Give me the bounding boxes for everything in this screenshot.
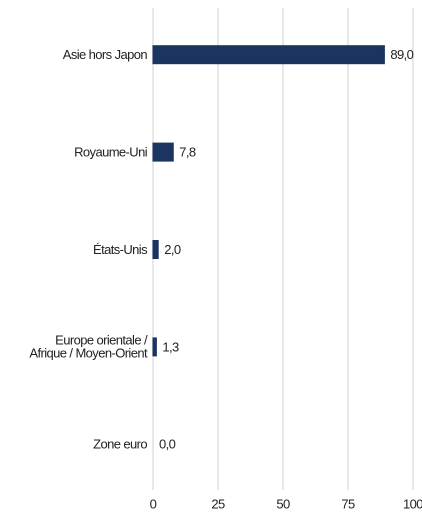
y-tick-label: Europe orientale / Afrique / Moyen-Orient <box>29 333 148 361</box>
x-tick-label: 75 <box>341 496 355 511</box>
value-label: 7,8 <box>179 145 196 160</box>
value-label: 1,3 <box>162 339 179 354</box>
x-tick-label: 100 <box>403 496 422 511</box>
bar <box>152 337 157 357</box>
x-tick-label: 50 <box>276 496 290 511</box>
value-label: 2,0 <box>164 242 181 257</box>
bar <box>152 45 385 65</box>
bar <box>152 240 159 259</box>
y-tick-label: Asie hors Japon <box>63 47 148 62</box>
y-tick-label: Zone euro <box>93 437 147 452</box>
x-tick-label: 0 <box>150 496 157 511</box>
bar <box>152 142 174 162</box>
value-label: 89,0 <box>390 47 413 62</box>
y-tick-label: États-Unis <box>93 242 148 257</box>
y-tick-label: Royaume-Uni <box>74 145 148 160</box>
x-tick-label: 25 <box>211 496 225 511</box>
value-label: 0,0 <box>159 437 176 452</box>
